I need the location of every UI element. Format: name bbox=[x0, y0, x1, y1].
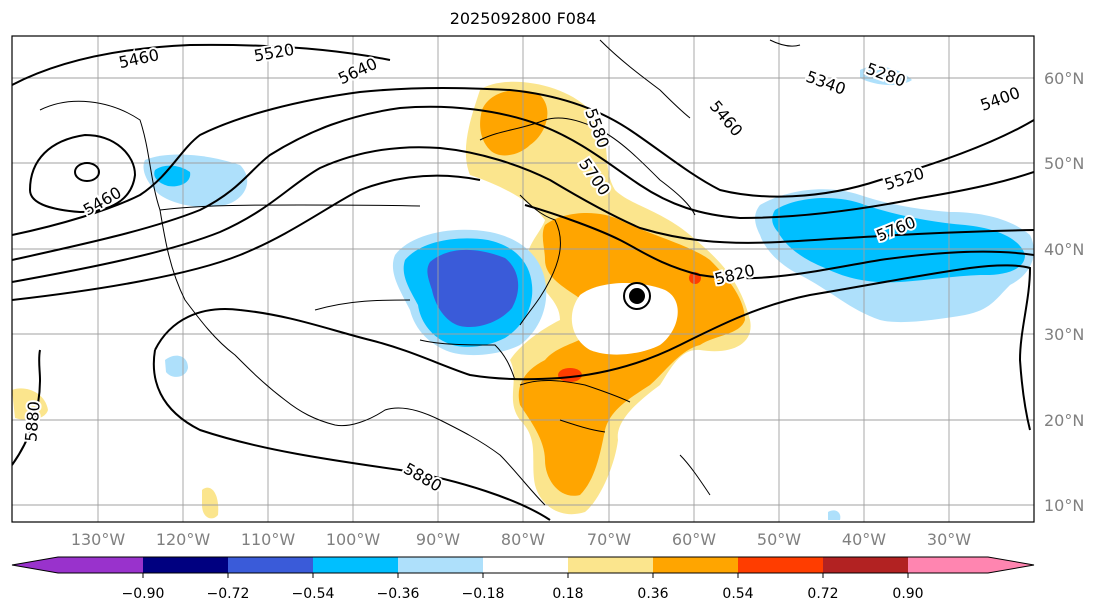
longitude-labels: 130°W 120°W 110°W 100°W 90°W 80°W 70°W 6… bbox=[71, 530, 971, 549]
colorbar-segment bbox=[823, 557, 908, 573]
lat-label: 20°N bbox=[1044, 411, 1084, 430]
colorbar-segment bbox=[483, 557, 568, 573]
colorbar-segment bbox=[908, 557, 988, 573]
colorbar-segment bbox=[313, 557, 398, 573]
neutral-core bbox=[571, 283, 678, 355]
lon-label: 130°W bbox=[71, 530, 126, 549]
positive-pacific-patch bbox=[202, 487, 219, 519]
colorbar-min-extend bbox=[12, 557, 58, 573]
map-frame bbox=[11, 35, 1035, 523]
lon-label: 120°W bbox=[156, 530, 211, 549]
negative-atlantic-patch bbox=[828, 510, 841, 520]
colorbar-segment bbox=[398, 557, 483, 573]
lon-label: 40°W bbox=[842, 530, 886, 549]
colorbar-tick-label: −0.18 bbox=[462, 586, 505, 602]
colorbar: −0.90 −0.72 −0.54 −0.36 −0.18 0.18 0.36 … bbox=[11, 556, 1035, 602]
lon-label: 60°W bbox=[672, 530, 716, 549]
lon-label: 50°W bbox=[757, 530, 801, 549]
negative-gulf-patch bbox=[165, 355, 188, 377]
lon-label: 80°W bbox=[501, 530, 545, 549]
colorbar-tick-label: 0.36 bbox=[637, 586, 668, 602]
lat-label: 30°N bbox=[1044, 325, 1084, 344]
colorbar-tick-label: 0.54 bbox=[722, 586, 753, 602]
colorbar-tick-label: −0.54 bbox=[292, 586, 335, 602]
coastlines bbox=[39, 39, 801, 506]
lon-label: 90°W bbox=[416, 530, 460, 549]
lat-label: 10°N bbox=[1044, 496, 1084, 515]
colorbar-outline bbox=[11, 556, 1035, 574]
colorbar-tick-label: −0.72 bbox=[207, 586, 250, 602]
colorbar-segment bbox=[143, 557, 228, 573]
negative-greenland-patch bbox=[860, 66, 912, 86]
lat-label: 40°N bbox=[1044, 240, 1084, 259]
colorbar-max-extend bbox=[988, 557, 1034, 573]
storm-center-contour bbox=[623, 282, 651, 310]
colorbar-tick-label: 0.90 bbox=[892, 586, 923, 602]
map-title: 2025092800 F084 bbox=[449, 9, 597, 28]
colorbar-segment bbox=[738, 557, 823, 573]
positive-red-spot bbox=[558, 368, 582, 382]
graticule bbox=[12, 36, 1034, 522]
low-center-contour bbox=[74, 162, 100, 182]
colorbar-tick-label: −0.90 bbox=[122, 586, 165, 602]
lon-label: 30°W bbox=[927, 530, 971, 549]
colorbar-tick-label: 0.72 bbox=[807, 586, 838, 602]
lon-label: 110°W bbox=[241, 530, 296, 549]
negative-strong-region bbox=[427, 249, 519, 328]
negative-atlantic-medium bbox=[772, 198, 1025, 283]
latitude-labels: 60°N 50°N 40°N 30°N 20°N 10°N bbox=[1044, 69, 1084, 515]
lon-label: 70°W bbox=[587, 530, 631, 549]
lat-label: 50°N bbox=[1044, 154, 1084, 173]
lat-label: 60°N bbox=[1044, 69, 1084, 88]
contour-label: 5880 bbox=[21, 400, 43, 442]
height-contours bbox=[12, 43, 1034, 521]
colorbar-segment bbox=[58, 557, 143, 573]
colorbar-segment bbox=[568, 557, 653, 573]
lon-label: 100°W bbox=[326, 530, 381, 549]
colorbar-segment bbox=[653, 557, 738, 573]
storm-center-marker bbox=[629, 288, 645, 304]
colorbar-tick-label: −0.36 bbox=[377, 586, 420, 602]
colorbar-tick-label: 0.18 bbox=[552, 586, 583, 602]
negative-west-medium bbox=[154, 165, 191, 187]
colorbar-segment bbox=[228, 557, 313, 573]
positive-orange-canada bbox=[480, 90, 548, 156]
